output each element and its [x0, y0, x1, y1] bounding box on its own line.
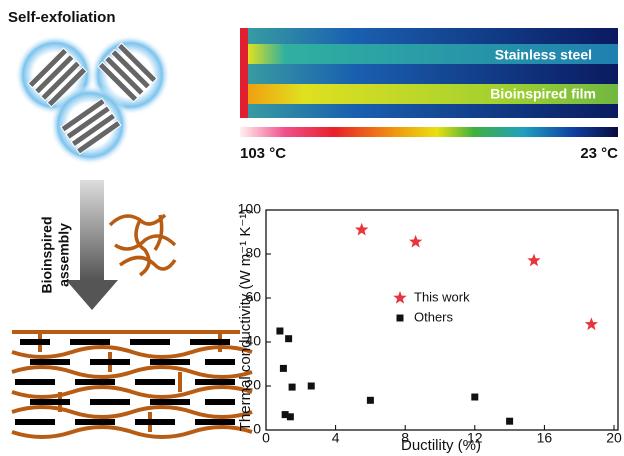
y-tick-label: 100	[238, 201, 262, 217]
y-tick-label: 40	[245, 333, 261, 349]
x-tick-label: 20	[606, 430, 622, 446]
point	[506, 418, 513, 425]
panel-label: assembly	[56, 223, 72, 287]
legend-label: This work	[414, 289, 470, 304]
y-tick-label: 0	[253, 421, 261, 437]
point	[287, 413, 294, 420]
point	[280, 365, 287, 372]
x-tick-label: 0	[262, 430, 270, 446]
point	[355, 223, 368, 236]
panel-label: Self-exfoliation	[8, 9, 116, 26]
legend-marker	[393, 291, 406, 304]
figure: Self-exfoliation Bioinspired assembly St…	[0, 0, 624, 456]
sample-label: Stainless steel	[495, 47, 592, 63]
scale-label: 23 °C	[580, 145, 618, 162]
point	[285, 335, 292, 342]
scale-label: 103 °C	[240, 145, 286, 162]
x-tick-label: 16	[537, 430, 553, 446]
point	[471, 394, 478, 401]
y-tick-label: 20	[245, 377, 261, 393]
legend-marker	[397, 315, 404, 322]
point	[585, 317, 598, 330]
point	[409, 235, 422, 248]
y-tick-label: 80	[245, 245, 261, 261]
chart: Ductility (%) Thermal conductivity (W m⁻…	[237, 201, 622, 454]
y-tick-label: 60	[245, 289, 261, 305]
panel-label: Bioinspired	[39, 216, 55, 293]
x-tick-label: 12	[467, 430, 483, 446]
point	[308, 383, 315, 390]
legend-label: Others	[414, 309, 454, 324]
thermal-image: Stainless steel Bioinspired film 103 °C …	[240, 28, 618, 162]
x-tick-label: 4	[332, 430, 340, 446]
sample-label: Bioinspired film	[490, 86, 596, 102]
y-axis-label: Thermal conductivity (W m⁻¹ K⁻¹)	[237, 209, 254, 432]
point	[367, 397, 374, 404]
x-tick-label: 8	[401, 430, 409, 446]
point	[276, 328, 283, 335]
point	[289, 384, 296, 391]
schematic: Self-exfoliation Bioinspired assembly	[8, 9, 252, 437]
point	[527, 254, 540, 267]
